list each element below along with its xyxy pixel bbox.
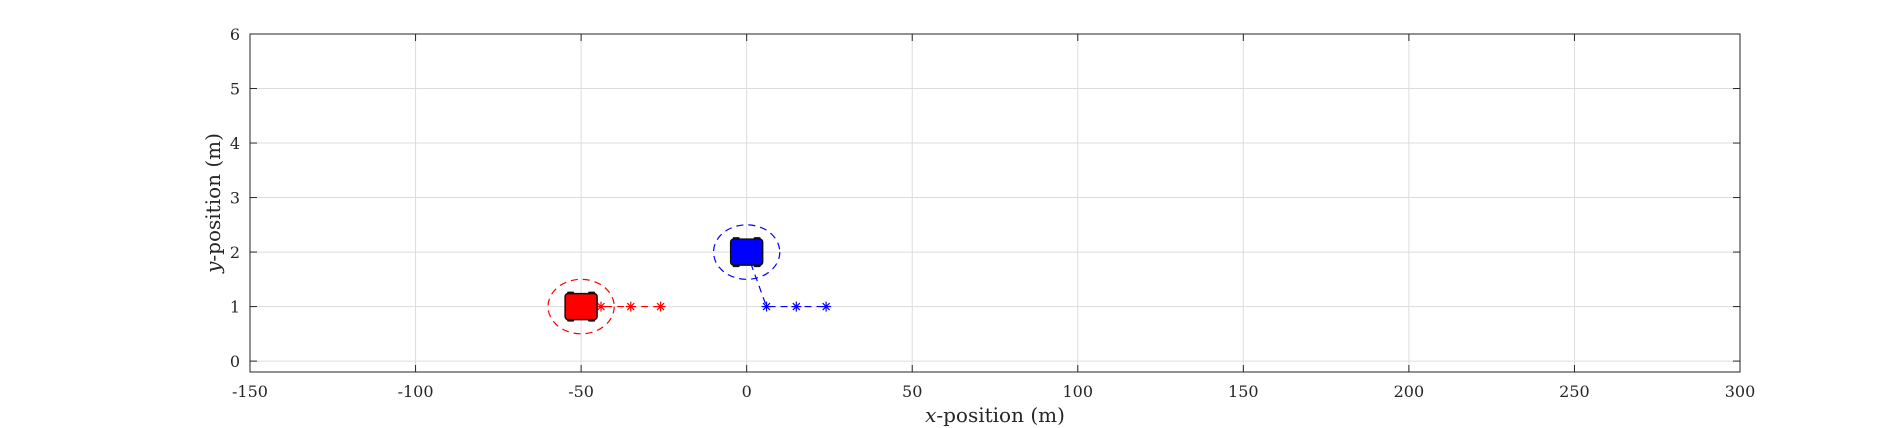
y-tick-label: 1	[230, 298, 240, 317]
y-tick-label: 0	[230, 352, 240, 371]
path-point-marker	[595, 301, 606, 312]
x-tick-label: 100	[1063, 382, 1094, 401]
axes-frame	[249, 33, 1741, 373]
path-point-marker	[761, 301, 772, 312]
path-point-marker	[791, 301, 802, 312]
y-tick-label: 5	[230, 80, 240, 99]
path-point-marker	[655, 301, 666, 312]
vehicle-1	[547, 278, 666, 335]
y-axis-label-var: y	[201, 261, 225, 274]
x-tick-label: 200	[1394, 382, 1425, 401]
vehicle-2	[712, 224, 832, 312]
y-tick-label: 4	[230, 134, 240, 153]
x-tick-label: 150	[1228, 382, 1259, 401]
vehicle-body	[729, 237, 764, 268]
x-tick-label: 250	[1559, 382, 1590, 401]
x-axis-label: x-position (m)	[925, 403, 1065, 427]
ticks	[249, 33, 1741, 372]
x-tick-label: 300	[1725, 382, 1756, 401]
vehicle-rect	[564, 292, 598, 321]
x-tick-label: -150	[232, 382, 268, 401]
path-point-marker	[625, 301, 636, 312]
safety-ellipse	[547, 278, 615, 335]
tick-labels: -150 -100 -50 0 50 100 150 200 250 300 0 1 2 3 4 5 6	[230, 25, 1755, 401]
x-axis-label-rest: -position (m)	[936, 403, 1065, 427]
y-tick-label: 6	[230, 25, 240, 44]
predicted-path	[746, 251, 827, 308]
data-layer	[547, 224, 832, 335]
x-tick-label: -50	[568, 382, 594, 401]
y-tick-label: 3	[230, 189, 240, 208]
x-axis-label-var: x	[925, 403, 936, 427]
vehicle-body	[564, 291, 598, 322]
x-tick-label: 50	[902, 382, 922, 401]
safety-ellipse	[712, 224, 781, 280]
x-tick-label: 0	[742, 382, 752, 401]
y-axis-label: y-position (m)	[201, 133, 225, 274]
vehicle-rect	[729, 238, 764, 266]
x-tick-label: -100	[398, 382, 434, 401]
path-point-marker	[821, 301, 832, 312]
y-axis-label-rest: -position (m)	[201, 133, 225, 262]
y-tick-label: 2	[230, 243, 240, 262]
